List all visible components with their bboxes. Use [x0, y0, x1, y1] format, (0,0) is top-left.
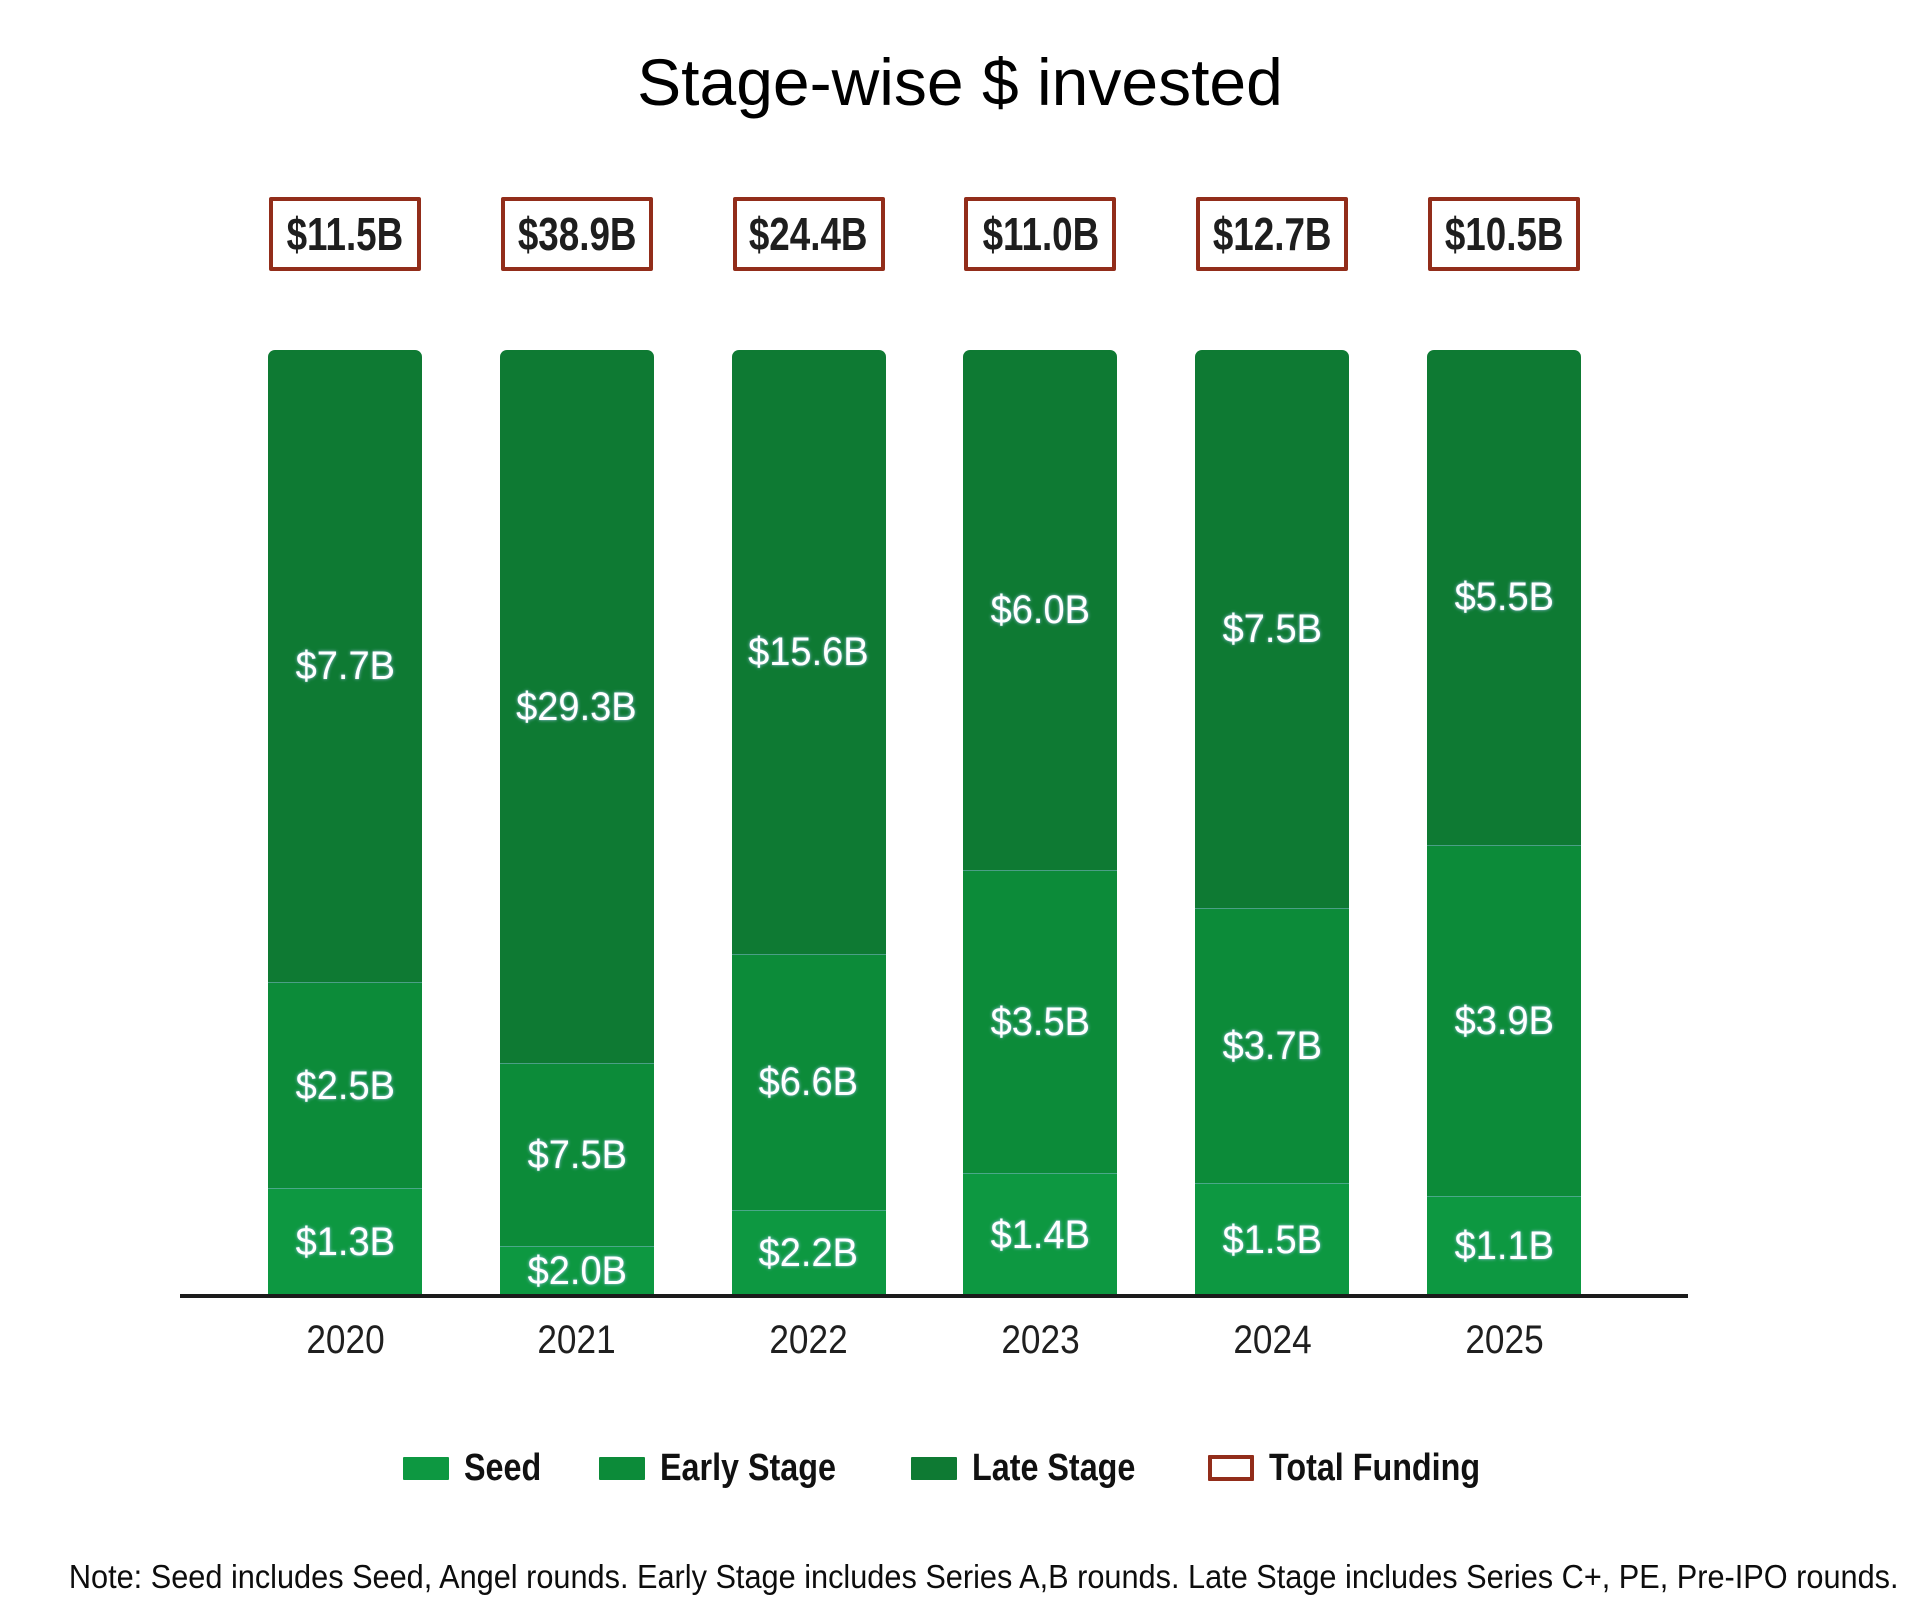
segment-value-label: $7.7B [295, 644, 395, 689]
segment-value-label: $1.5B [1222, 1217, 1322, 1262]
year-label-text: 2023 [1001, 1318, 1080, 1362]
year-label-text: 2020 [305, 1318, 385, 1362]
year-label-2025: 2025 [1404, 1318, 1604, 1363]
x-axis-line [180, 1294, 1688, 1298]
legend-label: Total Funding [1268, 1446, 1480, 1489]
legend-label: Early Stage [659, 1446, 836, 1489]
segment-value-label: $2.5B [295, 1063, 395, 1108]
bar-column-2024: $7.5B $3.7B $1.5B [1195, 350, 1350, 1296]
bar-2022-early-stage-segment: $6.6B [731, 954, 886, 1211]
bar-column-2021: $29.3B $7.5B $2.0B [499, 350, 654, 1296]
legend-swatch-total-funding [1207, 1455, 1254, 1481]
year-label-2022: 2022 [709, 1318, 909, 1363]
year-label-2024: 2024 [1172, 1318, 1372, 1363]
bar-2021-early-stage-segment: $7.5B [499, 1064, 654, 1248]
bar-2022-seed-segment: $2.2B [731, 1210, 886, 1296]
segment-value-label: $3.9B [1454, 998, 1554, 1043]
legend-label: Late Stage [971, 1446, 1136, 1489]
year-label-text: 2022 [769, 1318, 848, 1362]
bar-2022-late-stage-segment: $15.6B [731, 350, 886, 955]
total-funding-box-2025: $10.5B [1428, 197, 1580, 271]
segment-value-label: $7.5B [1222, 606, 1322, 651]
segment-value-label: $15.6B [748, 629, 869, 674]
segment-value-label: $1.3B [295, 1220, 395, 1265]
footnote: Note: Seed includes Seed, Angel rounds. … [0, 1558, 1920, 1596]
segment-value-label: $3.7B [1222, 1023, 1322, 1068]
legend: Seed Early Stage Late Stage Total Funding [0, 1444, 1920, 1492]
segment-value-label: $5.5B [1454, 575, 1554, 620]
legend-label: Seed [463, 1446, 542, 1489]
year-label-text: 2025 [1464, 1318, 1544, 1362]
segment-value-label: $6.6B [758, 1060, 859, 1105]
total-funding-value: $12.7B [1212, 208, 1332, 260]
legend-item-late-stage: Late Stage [910, 1446, 1164, 1490]
bar-2025-seed-segment: $1.1B [1427, 1196, 1581, 1296]
total-funding-box-2020: $11.5B [269, 197, 421, 271]
total-funding-value: $10.5B [1444, 208, 1564, 260]
year-label-text: 2021 [537, 1318, 616, 1362]
legend-swatch-late-stage [910, 1456, 957, 1480]
legend-swatch-seed [402, 1456, 449, 1480]
segment-value-label: $7.5B [527, 1133, 627, 1178]
legend-item-early-stage: Early Stage [598, 1446, 867, 1490]
year-label-2023: 2023 [940, 1318, 1140, 1363]
bar-2025-early-stage-segment: $3.9B [1427, 845, 1581, 1197]
segment-value-label: $2.0B [527, 1249, 627, 1294]
segment-value-label: $29.3B [516, 684, 638, 729]
total-funding-value: $11.0B [982, 208, 1099, 260]
segment-value-label: $2.2B [758, 1230, 859, 1275]
year-label-2020: 2020 [245, 1318, 445, 1363]
bar-column-2020: $7.7B $2.5B $1.3B [268, 350, 422, 1296]
total-funding-box-2022: $24.4B [732, 197, 885, 271]
bar-2024-early-stage-segment: $3.7B [1195, 908, 1350, 1185]
total-funding-box-2024: $12.7B [1196, 197, 1349, 271]
segment-value-label: $6.0B [990, 587, 1091, 632]
chart-title: Stage-wise $ invested [637, 45, 1283, 119]
bar-2025-late-stage-segment: $5.5B [1427, 350, 1581, 846]
bar-column-2023: $6.0B $3.5B $1.4B [963, 350, 1118, 1296]
bar-2023-early-stage-segment: $3.5B [963, 870, 1118, 1175]
bar-column-2022: $15.6B $6.6B $2.2B [731, 350, 886, 1296]
legend-item-seed: Seed [402, 1446, 555, 1490]
bar-2020-late-stage-segment: $7.7B [268, 350, 422, 984]
bar-column-2025: $5.5B $3.9B $1.1B [1427, 350, 1581, 1296]
bar-2021-seed-segment: $2.0B [499, 1247, 654, 1296]
bar-2024-late-stage-segment: $7.5B [1195, 350, 1350, 909]
bar-2021-late-stage-segment: $29.3B [499, 350, 654, 1065]
year-label-text: 2024 [1233, 1318, 1312, 1362]
total-funding-value: $11.5B [286, 208, 404, 260]
footnote-text: Note: Seed includes Seed, Angel rounds. … [68, 1558, 1899, 1595]
segment-value-label: $1.4B [990, 1212, 1091, 1257]
legend-item-total-funding: Total Funding [1207, 1446, 1517, 1490]
segment-value-label: $1.1B [1454, 1223, 1554, 1268]
legend-swatch-early-stage [598, 1456, 645, 1480]
total-funding-box-2021: $38.9B [500, 197, 653, 271]
total-funding-value: $38.9B [517, 208, 637, 260]
bar-2023-late-stage-segment: $6.0B [963, 350, 1118, 871]
segment-value-label: $3.5B [990, 1000, 1091, 1045]
bar-2024-seed-segment: $1.5B [1195, 1184, 1350, 1296]
bar-2023-seed-segment: $1.4B [963, 1174, 1118, 1296]
year-label-2021: 2021 [477, 1318, 677, 1363]
total-funding-value: $24.4B [749, 208, 868, 260]
bar-2020-early-stage-segment: $2.5B [268, 983, 422, 1190]
total-funding-box-2023: $11.0B [964, 197, 1117, 271]
bar-2020-seed-segment: $1.3B [268, 1189, 422, 1296]
